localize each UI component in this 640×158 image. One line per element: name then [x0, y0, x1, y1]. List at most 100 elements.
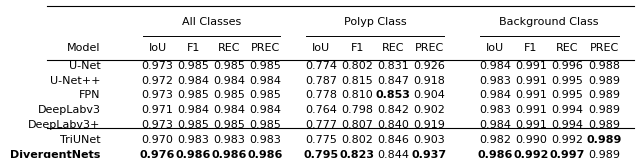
- Text: 0.996: 0.996: [551, 61, 583, 71]
- Text: 0.844: 0.844: [377, 149, 409, 158]
- Text: F1: F1: [187, 43, 200, 53]
- Text: 0.807: 0.807: [341, 120, 373, 130]
- Text: Background Class: Background Class: [499, 17, 599, 27]
- Text: 0.992: 0.992: [551, 135, 583, 145]
- Text: 0.991: 0.991: [515, 76, 547, 86]
- Text: 0.983: 0.983: [250, 135, 282, 145]
- Text: REC: REC: [218, 43, 241, 53]
- Text: 0.764: 0.764: [305, 105, 337, 115]
- Text: 0.991: 0.991: [515, 105, 547, 115]
- Text: 0.997: 0.997: [549, 149, 584, 158]
- Text: 0.846: 0.846: [377, 135, 409, 145]
- Text: 0.995: 0.995: [551, 76, 583, 86]
- Text: 0.904: 0.904: [413, 91, 445, 100]
- Text: DivergentNets: DivergentNets: [10, 149, 100, 158]
- Text: 0.926: 0.926: [413, 61, 445, 71]
- Text: 0.989: 0.989: [586, 135, 621, 145]
- Text: 0.984: 0.984: [214, 76, 246, 86]
- Text: 0.989: 0.989: [588, 76, 620, 86]
- Text: PREC: PREC: [415, 43, 444, 53]
- Text: All Classes: All Classes: [182, 17, 241, 27]
- Text: IoU: IoU: [486, 43, 504, 53]
- Text: U-Net++: U-Net++: [50, 76, 100, 86]
- Text: 0.984: 0.984: [214, 105, 246, 115]
- Text: 0.991: 0.991: [515, 61, 547, 71]
- Text: 0.994: 0.994: [551, 120, 583, 130]
- Text: F1: F1: [351, 43, 364, 53]
- Text: REC: REC: [556, 43, 578, 53]
- Text: 0.985: 0.985: [250, 91, 282, 100]
- Text: 0.984: 0.984: [250, 105, 282, 115]
- Text: 0.985: 0.985: [178, 61, 209, 71]
- Text: 0.802: 0.802: [341, 61, 373, 71]
- Text: 0.971: 0.971: [141, 105, 173, 115]
- Text: 0.984: 0.984: [479, 61, 511, 71]
- Text: 0.989: 0.989: [588, 105, 620, 115]
- Text: 0.778: 0.778: [305, 91, 337, 100]
- Text: 0.775: 0.775: [305, 135, 337, 145]
- Text: 0.815: 0.815: [341, 76, 373, 86]
- Text: 0.985: 0.985: [214, 61, 246, 71]
- Text: DeepLabv3+: DeepLabv3+: [28, 120, 100, 130]
- Text: 0.970: 0.970: [141, 135, 173, 145]
- Text: 0.986: 0.986: [248, 149, 283, 158]
- Text: F1: F1: [524, 43, 538, 53]
- Text: 0.903: 0.903: [413, 135, 445, 145]
- Text: IoU: IoU: [148, 43, 166, 53]
- Text: 0.983: 0.983: [178, 135, 209, 145]
- Text: PREC: PREC: [589, 43, 619, 53]
- Text: 0.989: 0.989: [588, 149, 620, 158]
- Text: 0.995: 0.995: [551, 91, 583, 100]
- Text: 0.823: 0.823: [340, 149, 374, 158]
- Text: 0.985: 0.985: [178, 91, 209, 100]
- Text: 0.983: 0.983: [479, 76, 511, 86]
- Text: 0.986: 0.986: [176, 149, 211, 158]
- Text: 0.985: 0.985: [214, 91, 246, 100]
- Text: REC: REC: [382, 43, 404, 53]
- Text: Polyp Class: Polyp Class: [344, 17, 406, 27]
- Text: 0.984: 0.984: [479, 120, 511, 130]
- Text: 0.990: 0.990: [515, 135, 547, 145]
- Text: 0.842: 0.842: [377, 105, 409, 115]
- Text: 0.983: 0.983: [214, 135, 246, 145]
- Text: 0.992: 0.992: [513, 149, 548, 158]
- Text: 0.991: 0.991: [515, 120, 547, 130]
- Text: 0.983: 0.983: [479, 105, 511, 115]
- Text: 0.847: 0.847: [377, 76, 409, 86]
- Text: 0.985: 0.985: [250, 61, 282, 71]
- Text: 0.810: 0.810: [341, 91, 373, 100]
- Text: 0.982: 0.982: [479, 135, 511, 145]
- Text: 0.976: 0.976: [140, 149, 175, 158]
- Text: 0.919: 0.919: [413, 120, 445, 130]
- Text: 0.984: 0.984: [177, 105, 209, 115]
- Text: 0.994: 0.994: [551, 105, 583, 115]
- Text: 0.989: 0.989: [588, 120, 620, 130]
- Text: 0.918: 0.918: [413, 76, 445, 86]
- Text: 0.777: 0.777: [305, 120, 337, 130]
- Text: 0.802: 0.802: [341, 135, 373, 145]
- Text: 0.795: 0.795: [303, 149, 339, 158]
- Text: 0.984: 0.984: [177, 76, 209, 86]
- Text: 0.774: 0.774: [305, 61, 337, 71]
- Text: 0.902: 0.902: [413, 105, 445, 115]
- Text: 0.991: 0.991: [515, 91, 547, 100]
- Text: U-Net: U-Net: [69, 61, 100, 71]
- Text: 0.787: 0.787: [305, 76, 337, 86]
- Text: 0.985: 0.985: [250, 120, 282, 130]
- Text: 0.984: 0.984: [250, 76, 282, 86]
- Text: TriUNet: TriUNet: [60, 135, 100, 145]
- Text: 0.989: 0.989: [588, 91, 620, 100]
- Text: 0.831: 0.831: [377, 61, 409, 71]
- Text: Model: Model: [67, 43, 100, 53]
- Text: 0.985: 0.985: [178, 120, 209, 130]
- Text: 0.853: 0.853: [376, 91, 410, 100]
- Text: 0.988: 0.988: [588, 61, 620, 71]
- Text: 0.973: 0.973: [141, 91, 173, 100]
- Text: DeepLabv3: DeepLabv3: [38, 105, 100, 115]
- Text: 0.973: 0.973: [141, 61, 173, 71]
- Text: 0.985: 0.985: [214, 120, 246, 130]
- Text: IoU: IoU: [312, 43, 330, 53]
- Text: 0.798: 0.798: [341, 105, 373, 115]
- Text: 0.986: 0.986: [477, 149, 513, 158]
- Text: 0.986: 0.986: [212, 149, 247, 158]
